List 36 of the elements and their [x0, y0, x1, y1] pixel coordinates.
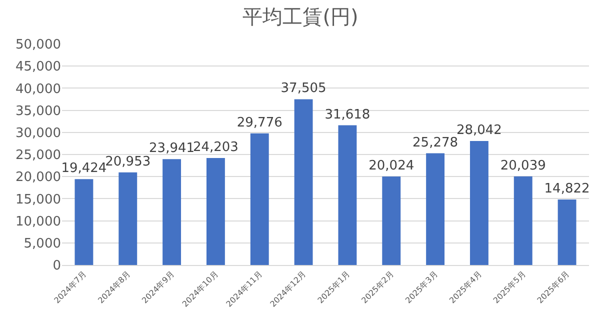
bar [206, 158, 225, 265]
data-label: 37,505 [280, 81, 326, 96]
data-label: 14,822 [544, 181, 590, 196]
data-label: 31,618 [324, 107, 370, 122]
y-tick-label: 50,000 [16, 38, 61, 53]
y-tick-label: 45,000 [16, 60, 61, 75]
bar [162, 159, 182, 265]
y-tick-label: 40,000 [16, 82, 61, 97]
data-label: 20,039 [500, 158, 546, 174]
data-label: 20,024 [368, 158, 414, 174]
data-label: 29,776 [236, 115, 282, 130]
bar [250, 133, 269, 265]
bar [514, 176, 532, 265]
y-tick-label: 10,000 [16, 214, 61, 230]
data-label: 25,278 [412, 135, 458, 150]
chart-title: 平均工賃(円) [242, 4, 358, 29]
bar [338, 125, 357, 265]
bar [382, 176, 401, 265]
data-label: 23,941 [149, 141, 195, 156]
bar [558, 199, 576, 265]
bar [294, 99, 313, 265]
y-tick-label: 15,000 [16, 192, 61, 208]
bar [118, 172, 138, 265]
data-label: 24,203 [192, 140, 238, 156]
data-label: 20,953 [105, 154, 151, 170]
data-label: 28,042 [456, 123, 502, 138]
y-tick-label: 30,000 [16, 126, 61, 141]
bar [470, 141, 488, 265]
data-label: 19,424 [61, 161, 107, 176]
y-tick-label: 5,000 [24, 236, 61, 252]
y-tick-label: 35,000 [16, 104, 61, 119]
y-tick-label: 25,000 [16, 148, 61, 164]
y-tick-label: 0 [52, 258, 61, 274]
bar [426, 153, 445, 265]
y-tick-label: 20,000 [16, 170, 61, 186]
bar [74, 179, 94, 265]
